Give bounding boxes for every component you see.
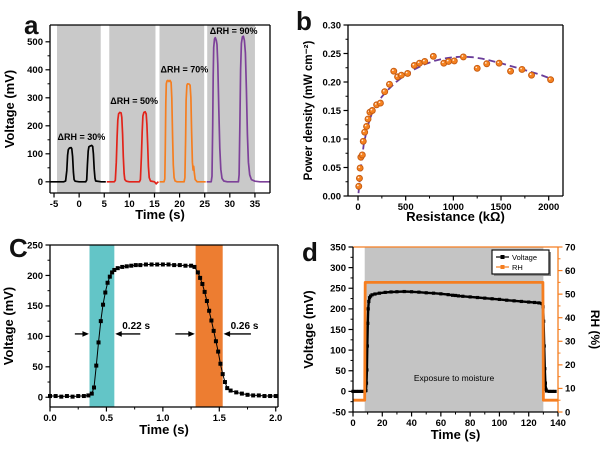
svg-text:ΔRH = 70%: ΔRH = 70%	[161, 65, 209, 75]
svg-text:-5: -5	[50, 199, 59, 210]
svg-text:250: 250	[330, 284, 346, 295]
svg-text:Time (s): Time (s)	[135, 207, 185, 222]
svg-text:10: 10	[124, 199, 135, 210]
panel-c-chart: 0.0 0.5 1.0 1.5 2.0 0 50 100 150 200 250 Time (s) Vo…	[1, 240, 282, 437]
svg-text:Voltage (mV): Voltage (mV)	[2, 70, 17, 149]
panel-a-label: a	[24, 10, 39, 40]
svg-text:0.26 s: 0.26 s	[231, 321, 259, 332]
svg-text:150: 150	[330, 325, 346, 336]
svg-text:RH: RH	[512, 263, 523, 272]
svg-text:0.05: 0.05	[323, 163, 342, 174]
panel-d-label: d	[302, 237, 318, 267]
panel-d-chart: 0 20 40 60 80 100 120 140-500501001502002503003…	[301, 242, 600, 442]
svg-text:0.10: 0.10	[323, 134, 342, 145]
svg-text:100: 100	[27, 332, 43, 343]
svg-text:500: 500	[27, 37, 43, 48]
svg-text:Time (s): Time (s)	[139, 422, 189, 437]
svg-text:140: 140	[550, 418, 566, 429]
svg-text:40: 40	[406, 418, 417, 429]
svg-text:ΔRH = 90%: ΔRH = 90%	[210, 26, 258, 36]
svg-text:70: 70	[565, 242, 576, 253]
svg-text:0.20: 0.20	[323, 77, 342, 88]
panel-b-label: b	[296, 6, 312, 36]
svg-text:30: 30	[225, 199, 236, 210]
svg-text:100: 100	[27, 149, 43, 160]
svg-text:0: 0	[355, 202, 360, 213]
svg-text:300: 300	[330, 263, 346, 274]
svg-text:RH (%): RH (%)	[588, 310, 600, 349]
svg-text:Power density (mW cm⁻²): Power density (mW cm⁻²)	[303, 41, 315, 181]
svg-text:20: 20	[174, 199, 185, 210]
svg-text:2.0: 2.0	[269, 413, 282, 424]
svg-text:100: 100	[491, 418, 507, 429]
svg-text:ΔRH = 30%: ΔRH = 30%	[58, 132, 106, 142]
svg-text:1.5: 1.5	[213, 413, 227, 424]
svg-text:0.0: 0.0	[43, 413, 56, 424]
svg-text:1500: 1500	[490, 202, 511, 213]
svg-text:20: 20	[565, 360, 576, 371]
svg-text:20: 20	[377, 418, 388, 429]
svg-text:100: 100	[330, 345, 346, 356]
svg-text:40: 40	[565, 313, 576, 324]
svg-text:150: 150	[27, 301, 43, 312]
svg-text:250: 250	[27, 240, 43, 251]
svg-text:60: 60	[565, 266, 576, 277]
svg-text:400: 400	[27, 65, 43, 76]
svg-text:25: 25	[199, 199, 210, 210]
svg-text:-50: -50	[332, 407, 346, 418]
svg-text:50: 50	[32, 362, 43, 373]
svg-text:Voltage (mV): Voltage (mV)	[301, 290, 316, 369]
svg-text:30: 30	[565, 337, 576, 348]
svg-text:200: 200	[27, 271, 43, 282]
svg-text:Voltage: Voltage	[512, 253, 537, 262]
svg-text:80: 80	[465, 418, 476, 429]
svg-text:200: 200	[330, 304, 346, 315]
svg-text:10: 10	[565, 384, 576, 395]
svg-text:0: 0	[76, 199, 81, 210]
svg-text:0.00: 0.00	[323, 191, 342, 202]
svg-text:1000: 1000	[443, 202, 464, 213]
svg-text:Voltage (mV): Voltage (mV)	[1, 287, 16, 366]
svg-text:Resistance (kΩ): Resistance (kΩ)	[406, 209, 505, 224]
panel-c: C 0.0 0.5 1.0 1.5 2.0 0 50 100 150 200 250 Time (s)…	[0, 225, 300, 450]
svg-text:0.25: 0.25	[323, 49, 342, 60]
svg-text:35: 35	[250, 199, 261, 210]
panel-b-chart: 0 500 1000 1500 2000 0.00 0.05 0.10 0.15 0.20 0.25…	[303, 20, 564, 224]
svg-text:60: 60	[436, 418, 447, 429]
svg-text:0: 0	[350, 418, 355, 429]
svg-text:0.5: 0.5	[100, 413, 114, 424]
svg-text:1.0: 1.0	[156, 413, 169, 424]
svg-text:Exposure to moisture: Exposure to moisture	[414, 373, 495, 383]
svg-text:0.15: 0.15	[323, 106, 342, 117]
panel-d: d 0 20 40 60 80 100 120 140 -50 0 50 100 150 200 250 30…	[300, 225, 600, 450]
svg-text:0: 0	[341, 387, 346, 398]
svg-text:0: 0	[38, 393, 43, 404]
panel-b: b 0 500 1000 1500 2000 0.00 0.05 0.10 0.15 0.20 0.…	[296, 0, 600, 225]
svg-text:120: 120	[521, 418, 537, 429]
svg-text:50: 50	[565, 289, 576, 300]
svg-text:0: 0	[38, 177, 43, 188]
svg-text:0.30: 0.30	[323, 20, 342, 31]
svg-text:0: 0	[565, 407, 570, 418]
svg-text:300: 300	[27, 93, 43, 104]
svg-text:200: 200	[27, 121, 43, 132]
panel-a-chart: -5 0 5 10 15 20 25 30 35 0 100 200 300 400 500 Time (s)…	[2, 24, 271, 222]
svg-text:5: 5	[102, 199, 108, 210]
svg-text:350: 350	[330, 242, 346, 253]
svg-text:ΔRH = 50%: ΔRH = 50%	[110, 96, 158, 106]
svg-text:2000: 2000	[538, 202, 559, 213]
panel-a: a -5 0 5 10 15 20 25 30 35 0 100 200 300 400 500 Time (…	[0, 0, 300, 225]
panel-c-label: C	[9, 233, 28, 263]
svg-text:15: 15	[149, 199, 160, 210]
svg-text:Time (s): Time (s)	[431, 427, 481, 442]
svg-text:0.22 s: 0.22 s	[122, 321, 150, 332]
svg-text:50: 50	[335, 366, 346, 377]
svg-text:500: 500	[398, 202, 414, 213]
